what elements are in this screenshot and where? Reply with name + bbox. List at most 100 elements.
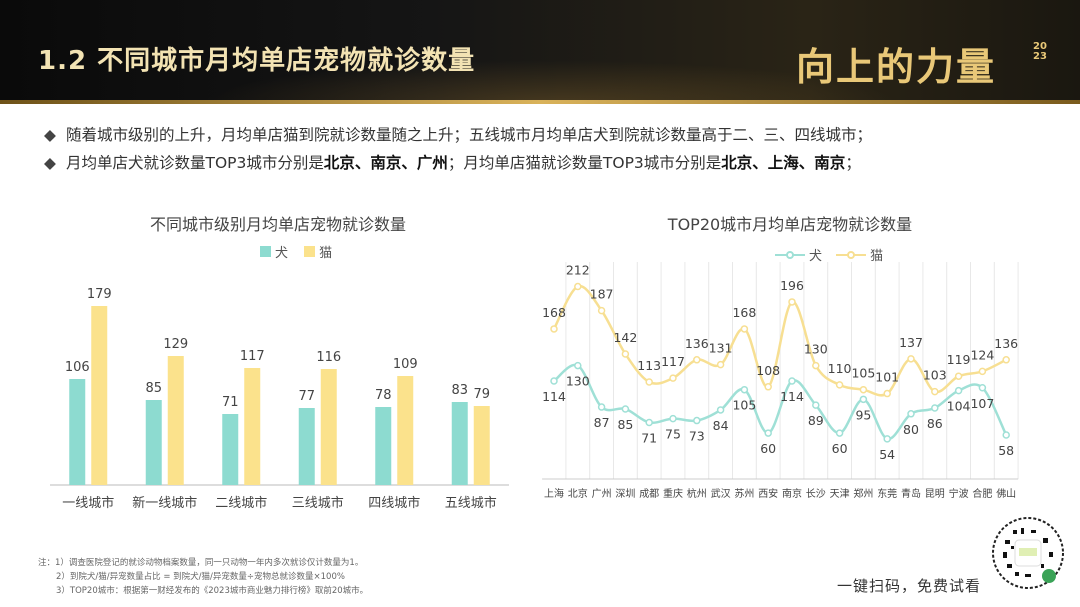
dog-point-label: 84 <box>713 418 729 433</box>
cat-bar <box>167 356 184 485</box>
cat-point-label: 196 <box>780 278 804 293</box>
dog-line-legend-label: 犬 <box>809 249 823 264</box>
dog-point-label: 60 <box>832 441 848 456</box>
dog-point-label: 71 <box>641 430 657 445</box>
x-tick-label: 西安 <box>758 487 778 500</box>
diamond-bullet-icon: ◆ <box>44 126 56 144</box>
dog-point-label: 60 <box>760 441 776 456</box>
bullet-point-1: ◆ 随着城市级别的上升，月均单店猫到院就诊数量随之上升；五线城市月均单店犬到院就诊… <box>44 123 872 145</box>
cat-bar <box>91 306 108 485</box>
cat-point <box>716 360 725 369</box>
cat-point <box>978 367 987 376</box>
cat-point <box>835 381 844 389</box>
cat-bar-value-label: 116 <box>316 350 341 365</box>
cat-point-label: 136 <box>685 336 709 351</box>
cat-point <box>645 378 653 386</box>
x-tick-label: 长沙 <box>806 488 826 500</box>
x-tick-label: 五线城市 <box>445 495 497 511</box>
dog-point-label: 87 <box>594 415 610 430</box>
dog-point <box>764 429 772 437</box>
dog-point-label: 54 <box>879 447 895 462</box>
dog-bar-value-label: 83 <box>451 383 468 398</box>
left-chart-title: 不同城市级别月均单店宠物就诊数量 <box>149 215 406 234</box>
x-tick-label: 一线城市 <box>62 495 114 511</box>
brand-year: 2023 <box>1033 41 1047 62</box>
x-tick-label: 佛山 <box>996 487 1016 500</box>
dog-point <box>574 361 582 370</box>
dog-point-label: 95 <box>855 407 871 422</box>
x-tick-label: 南京 <box>782 487 802 500</box>
cat-bar <box>397 376 414 485</box>
dog-point <box>621 405 630 413</box>
cat-top3-cities: 北京、上海、南京 <box>721 154 846 172</box>
cat-point <box>669 374 677 382</box>
cat-point <box>693 356 701 364</box>
cat-bar-value-label: 79 <box>473 387 490 402</box>
x-tick-label: 新一线城市 <box>132 495 197 511</box>
cat-series-line <box>552 284 1007 397</box>
cat-point-label: 110 <box>828 361 852 376</box>
dog-point <box>669 414 677 423</box>
x-tick-label: 宁波 <box>949 487 969 500</box>
x-tick-label: 广州 <box>592 488 612 500</box>
cat-bar-value-label: 129 <box>163 337 188 352</box>
cat-point <box>550 325 558 333</box>
x-tick-label: 苏州 <box>734 487 754 500</box>
dog-point <box>1002 431 1010 439</box>
dog-bar <box>298 408 315 485</box>
qr-code-icon[interactable] <box>991 516 1065 590</box>
dog-point-label: 89 <box>808 413 824 428</box>
header-glow <box>200 60 900 104</box>
x-tick-label: 青岛 <box>901 487 921 500</box>
dog-point-label: 107 <box>970 396 994 411</box>
dog-point <box>716 406 725 414</box>
dog-legend-label: 犬 <box>275 246 289 261</box>
cat-point <box>764 383 772 391</box>
x-tick-label: 杭州 <box>687 487 707 500</box>
dog-point <box>645 418 653 427</box>
cat-point-label: 124 <box>970 347 994 362</box>
cat-point <box>812 361 820 370</box>
cat-bar-value-label: 179 <box>87 287 112 302</box>
cat-point <box>788 298 796 306</box>
dog-bar-value-label: 106 <box>65 360 90 375</box>
dog-bar <box>375 407 392 485</box>
dog-line-legend-swatch <box>775 249 805 261</box>
cat-point <box>931 387 939 396</box>
dog-point <box>812 401 820 409</box>
dog-point-label: 85 <box>617 417 633 432</box>
dog-point <box>978 384 987 392</box>
x-tick-label: 四线城市 <box>368 495 420 511</box>
dog-point-label: 104 <box>947 399 971 414</box>
x-tick-label: 深圳 <box>615 488 635 500</box>
x-tick-label: 昆明 <box>925 488 945 500</box>
cat-point <box>907 355 915 363</box>
dog-bar-value-label: 77 <box>298 389 315 404</box>
dog-bar-value-label: 78 <box>375 388 392 403</box>
x-tick-label: 三线城市 <box>292 495 344 511</box>
right-chart-legend: 犬 猫 <box>775 245 883 264</box>
dog-bar-value-label: 71 <box>222 395 239 410</box>
cat-point-label: 142 <box>613 330 637 345</box>
cat-point <box>954 372 963 380</box>
dog-bar <box>145 400 162 485</box>
right-chart-title: TOP20城市月均单店宠物就诊数量 <box>667 215 913 234</box>
dog-point-label: 114 <box>542 389 566 404</box>
dog-point <box>550 377 558 385</box>
x-tick-label: 上海 <box>544 487 564 500</box>
dog-point <box>931 404 939 412</box>
x-tick-label: 成都 <box>639 488 659 500</box>
diamond-bullet-icon: ◆ <box>44 154 56 172</box>
cat-point-label: 108 <box>756 363 780 378</box>
bullet-2-end: ； <box>845 154 861 172</box>
dog-point-label: 114 <box>780 389 804 404</box>
cat-bar-value-label: 117 <box>240 349 265 364</box>
dog-point-label: 105 <box>732 398 756 413</box>
bullet-2-pre: 月均单店犬就诊数量TOP3城市分别是 <box>66 154 324 172</box>
cat-bar <box>244 368 261 485</box>
dog-point <box>597 403 606 411</box>
x-tick-label: 东莞 <box>877 487 897 500</box>
header-banner: 1.2 不同城市月均单店宠物就诊数量 向上的力量 2023 <box>0 0 1080 104</box>
dog-point <box>954 386 963 395</box>
